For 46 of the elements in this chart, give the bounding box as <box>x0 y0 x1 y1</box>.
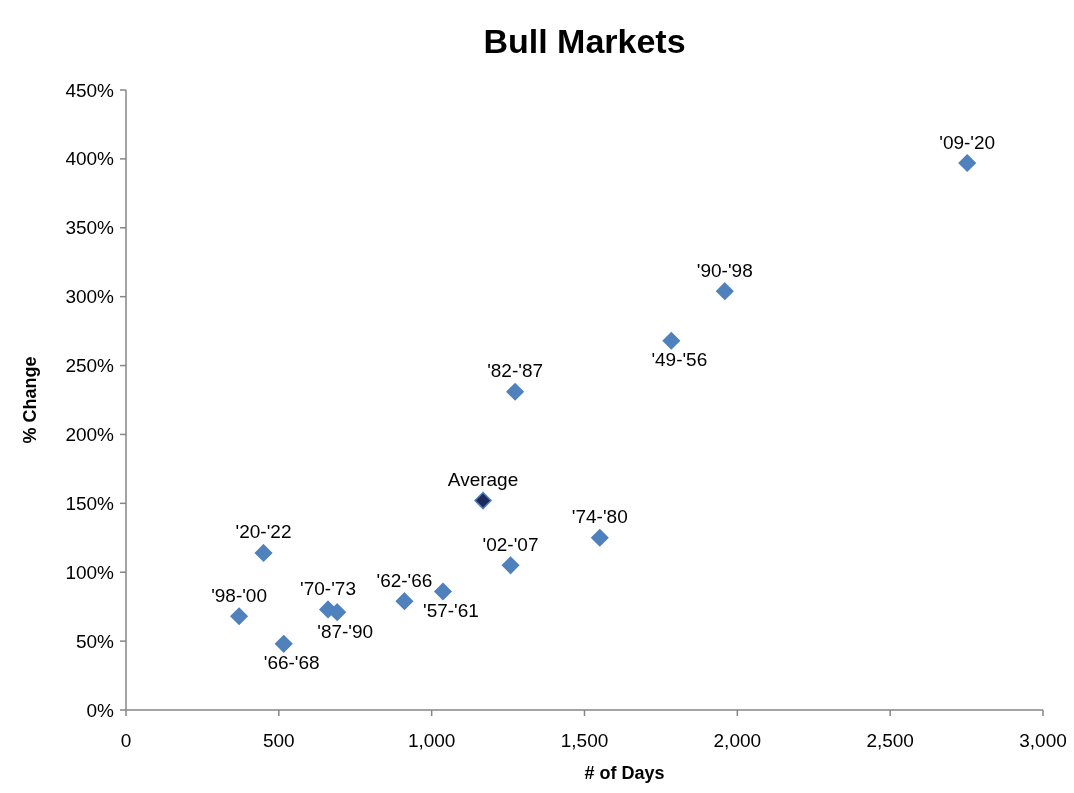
series-label: '62-'66 <box>376 569 433 591</box>
point <box>274 635 293 653</box>
y-tick-label: 50% <box>75 630 115 652</box>
chart-title: Bull Markets <box>483 22 686 60</box>
y-tick-label: 100% <box>65 561 115 583</box>
y-tick-label: 200% <box>65 423 115 445</box>
series-label: '02-'07 <box>482 533 539 555</box>
series-label: Average <box>447 469 519 491</box>
point <box>958 154 976 172</box>
y-tick-label: 450% <box>65 79 115 101</box>
point <box>662 332 681 350</box>
y-tick-label: 250% <box>65 355 115 377</box>
x-tick-label: 500 <box>262 729 295 751</box>
y-tick-label: 400% <box>65 148 115 170</box>
series-label: '87-'90 <box>317 620 374 642</box>
point <box>474 491 492 510</box>
y-tick-label: 0% <box>86 699 115 721</box>
x-tick-label: 2,000 <box>713 729 762 751</box>
point <box>501 556 520 575</box>
series-label: '70-'73 <box>300 577 356 599</box>
point <box>591 529 609 547</box>
series-label: '66-'68 <box>263 652 320 674</box>
x-tick-label: 2,500 <box>866 729 914 751</box>
y-tick-label: 150% <box>65 492 115 514</box>
series-label: '49-'56 <box>651 349 708 371</box>
series-label: '57-'61 <box>423 600 479 622</box>
series-label: '90-'98 <box>696 259 753 281</box>
y-tick-label: 350% <box>65 217 115 239</box>
x-tick-label: 1,000 <box>407 729 456 751</box>
x-tick-label: 3,000 <box>1019 729 1067 751</box>
series-label: '74-'80 <box>571 506 628 528</box>
point <box>395 592 414 610</box>
series-label: '98-'00 <box>211 584 268 606</box>
point <box>434 582 452 601</box>
point <box>506 382 524 401</box>
series-label: '09-'20 <box>939 131 996 153</box>
series-label: '82-'87 <box>487 360 544 382</box>
y-axis-title: % Change <box>20 356 40 444</box>
point <box>230 607 248 626</box>
x-tick-label: 1,500 <box>560 729 609 751</box>
point <box>254 544 273 562</box>
point <box>716 282 734 300</box>
series-label: '20-'22 <box>235 521 292 543</box>
y-tick-label: 300% <box>65 286 115 308</box>
x-tick-label: 0 <box>120 729 132 751</box>
x-axis-title: # of Days <box>584 763 665 783</box>
